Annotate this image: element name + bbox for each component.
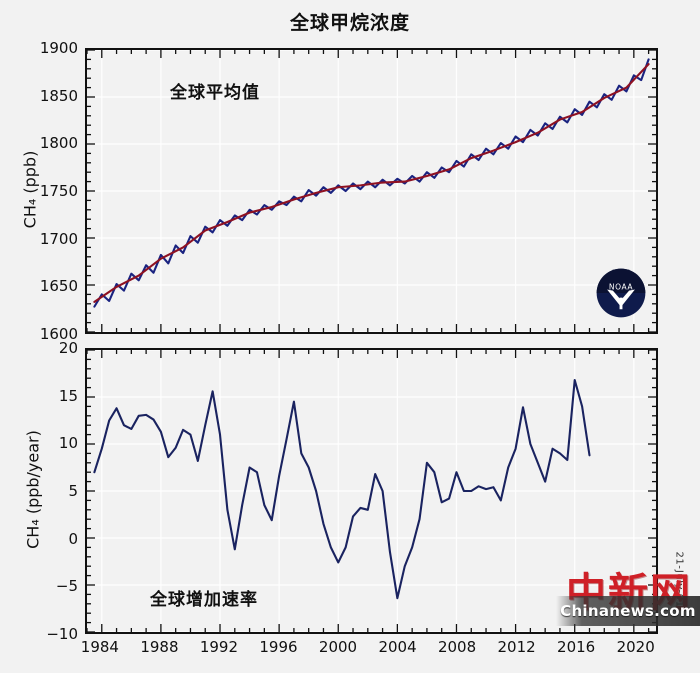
y-tick-bottom-neg10: −10 [46, 625, 78, 643]
y-tick-top-1700: 1700 [39, 229, 78, 248]
y-tick-bottom-0: 0 [68, 529, 78, 548]
x-tick-1992: 1992 [199, 638, 239, 656]
y-tick-bottom-15: 15 [58, 386, 78, 405]
page-title: 全球甲烷浓度 [289, 12, 410, 34]
x-tick-2016: 2016 [557, 638, 596, 656]
annotation-global-mean: 全球平均值 [170, 83, 260, 103]
x-tick-1988: 1988 [140, 638, 179, 656]
y-tick-top-1900: 1900 [39, 39, 78, 57]
y-tick-top-1850: 1850 [39, 86, 78, 105]
x-tick-1984: 1984 [80, 638, 119, 656]
noaa-logo-icon: NOAA [596, 268, 646, 318]
y-tick-top-1800: 1800 [39, 134, 78, 153]
x-tick-2008: 2008 [437, 638, 477, 656]
annotation-growth-rate: 全球增加速率 [150, 590, 258, 610]
y-tick-bottom-10: 10 [58, 434, 78, 453]
x-tick-2000: 2000 [318, 638, 358, 656]
global-mean-plot [86, 49, 656, 333]
global-mean-series-deseasonalized-trend [93, 63, 650, 303]
x-tick-2020: 2020 [616, 638, 655, 656]
watermark-bar: Chinanews.com [556, 596, 700, 626]
svg-text:NOAA: NOAA [609, 283, 634, 292]
y-tick-bottom-5: 5 [68, 482, 78, 500]
panel-growth-rate [85, 348, 658, 634]
y-tick-top-1600: 1600 [39, 325, 78, 343]
x-tick-2004: 2004 [378, 638, 417, 656]
y-tick-top-1650: 1650 [39, 277, 78, 296]
y-tick-top-1750: 1750 [39, 182, 78, 200]
x-tick-1996: 1996 [259, 638, 298, 656]
panel-global-mean [85, 48, 658, 334]
watermark-text: Chinanews.com [560, 602, 696, 620]
growth-rate-series-annual-growth-rate [93, 379, 591, 600]
x-tick-2012: 2012 [497, 638, 536, 656]
y-tick-bottom-20: 20 [58, 339, 78, 357]
y-tick-bottom-neg5: −5 [55, 577, 78, 596]
